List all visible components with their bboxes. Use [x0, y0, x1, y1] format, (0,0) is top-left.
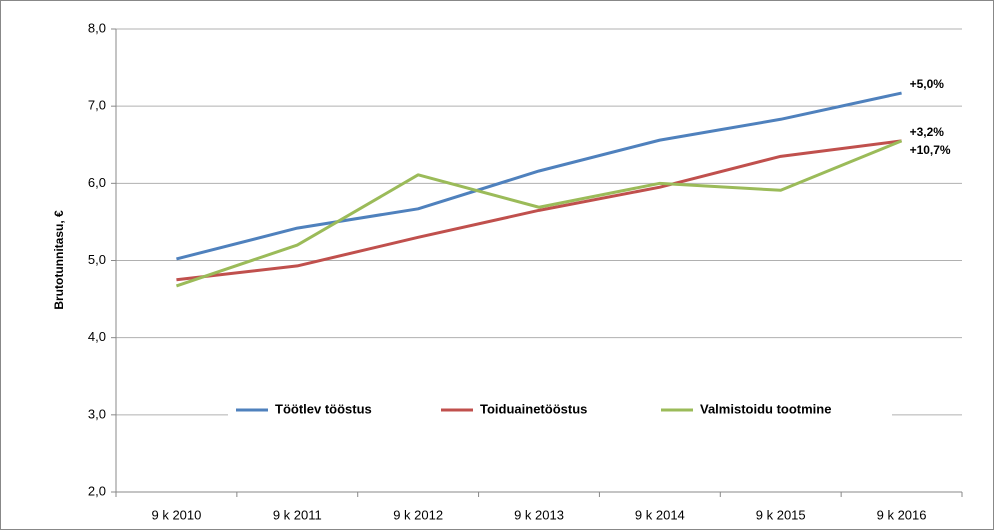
x-tick-label: 9 k 2013	[514, 507, 564, 522]
x-tick-label: 9 k 2010	[151, 507, 201, 522]
x-tick-label: 9 k 2016	[877, 507, 927, 522]
legend-label: Valmistoidu tootmine	[700, 401, 831, 416]
series-line	[176, 91, 902, 261]
legend-box	[228, 398, 892, 422]
end-label: +10,7%	[910, 143, 951, 157]
y-tick-label: 2,0	[88, 483, 106, 498]
y-tick-label: 5,0	[88, 252, 106, 267]
y-axis-label: Brutotunnitasu, €	[52, 210, 66, 310]
x-tick-label: 9 k 2011	[273, 507, 322, 522]
x-tick-label: 9 k 2015	[756, 507, 806, 522]
y-tick-label: 6,0	[88, 175, 106, 190]
legend-label: Töötlev tööstus	[275, 401, 372, 416]
series-line	[175, 139, 903, 288]
y-tick-label: 7,0	[88, 98, 106, 113]
end-label: +5,0%	[910, 77, 945, 91]
y-tick-label: 4,0	[88, 329, 106, 344]
y-tick-label: 3,0	[88, 406, 106, 421]
series-line	[176, 139, 902, 282]
x-tick-label: 9 k 2012	[393, 507, 443, 522]
legend-label: Toiduainetööstus	[480, 401, 587, 416]
y-tick-label: 8,0	[88, 20, 106, 35]
end-label: +3,2%	[910, 125, 945, 139]
x-tick-label: 9 k 2014	[635, 507, 685, 522]
